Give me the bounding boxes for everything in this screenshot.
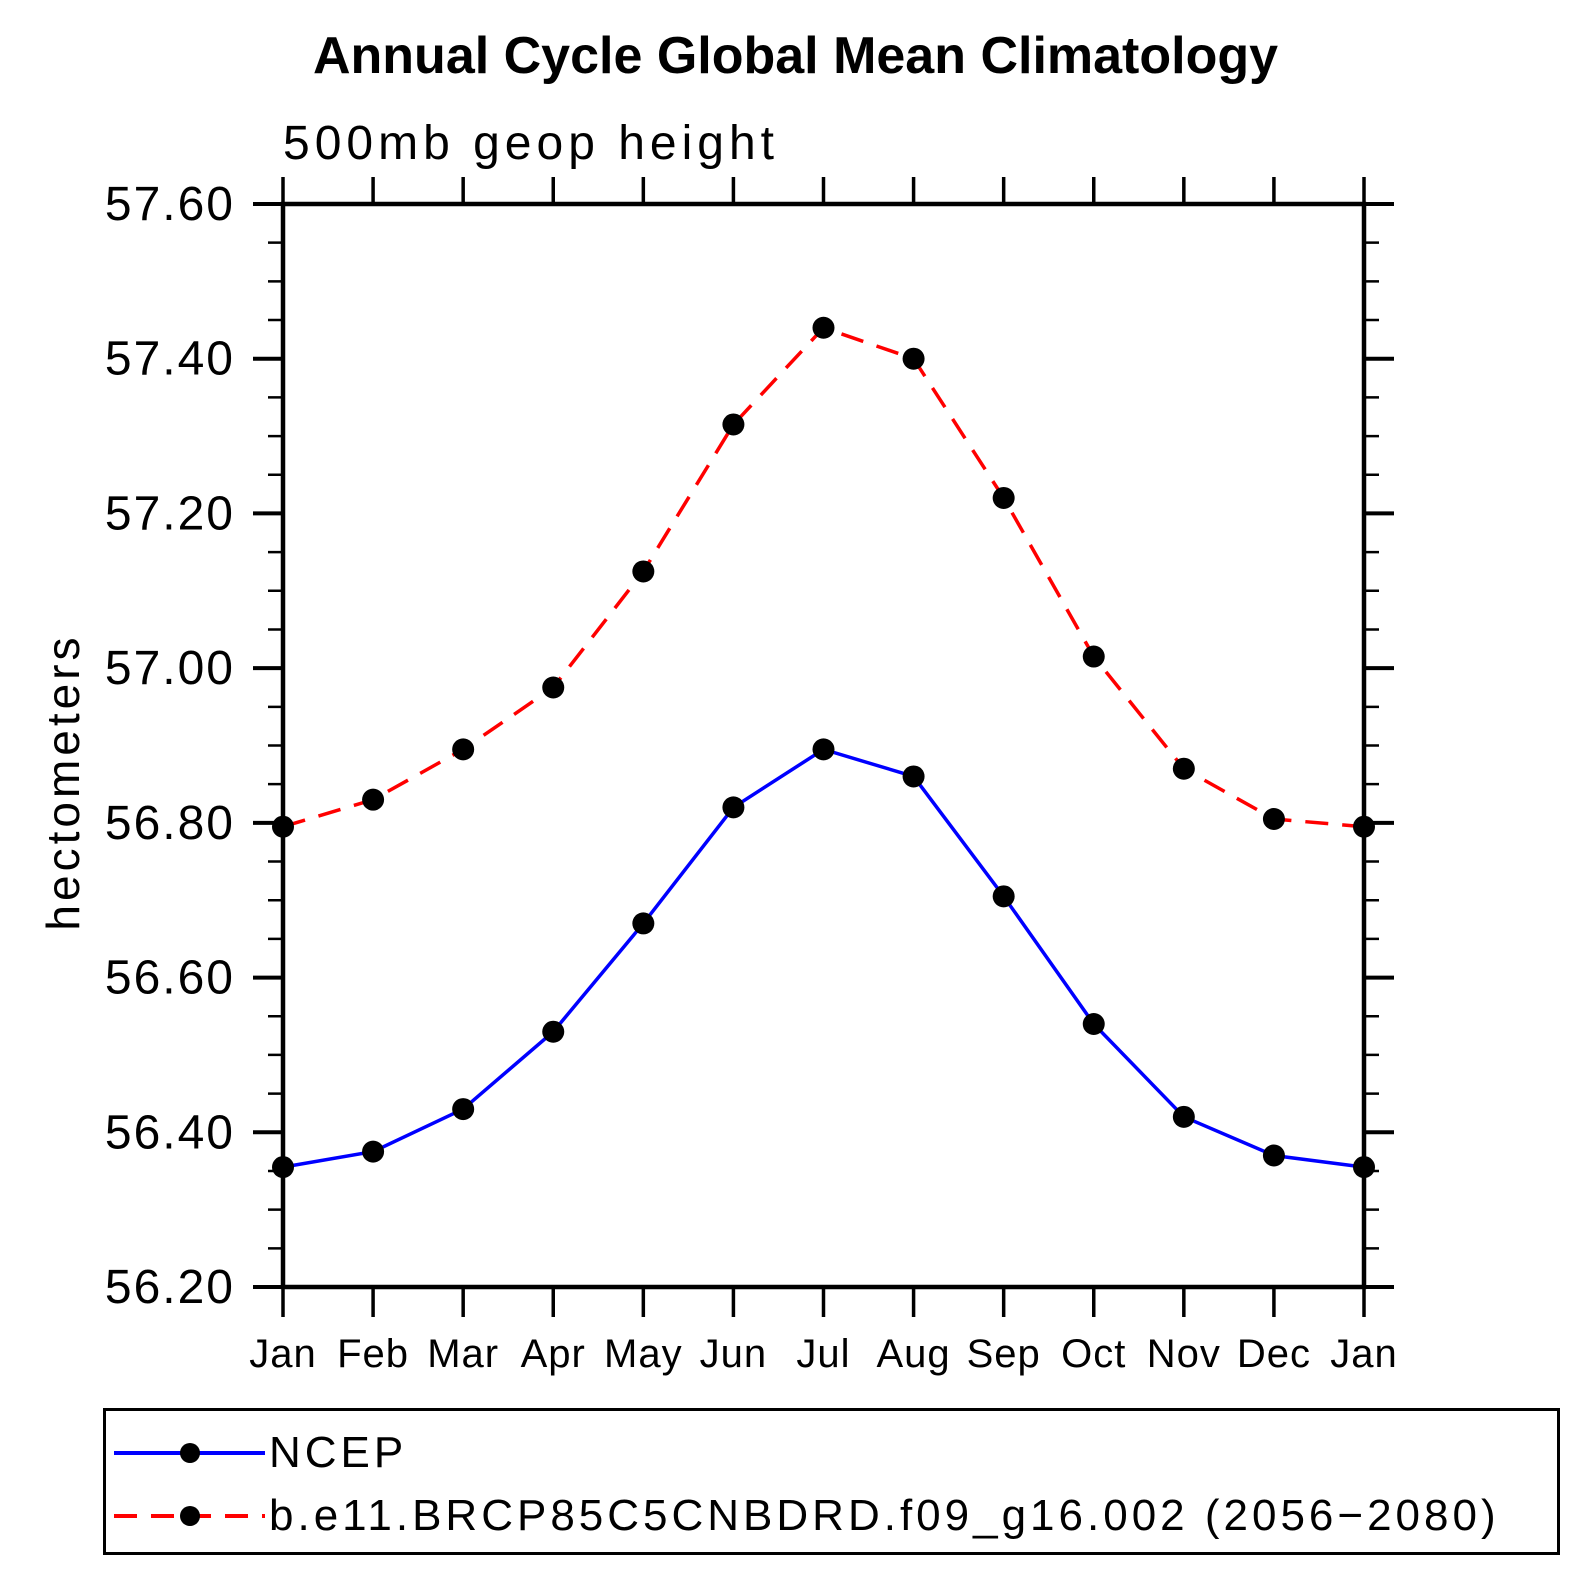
series-1-marker: [1082, 645, 1105, 668]
series-1-marker: [812, 316, 835, 339]
series-1-marker: [992, 486, 1015, 509]
y-axis-title: hectometers: [37, 633, 89, 931]
y-tick-label: 57.00: [105, 642, 235, 695]
x-tick-label: Mar: [427, 1332, 499, 1376]
series-1-marker: [1262, 807, 1285, 830]
series-1-marker: [632, 560, 655, 583]
series-0-marker: [812, 738, 835, 761]
series-1-marker: [902, 347, 925, 370]
y-tick-label: 56.60: [105, 952, 235, 1005]
legend: NCEP b.e11.BRCP85C5CNBDRD.f09_g16.002 (2…: [103, 1408, 1560, 1555]
x-tick-label: Feb: [337, 1332, 409, 1376]
x-tick-label: Sep: [967, 1332, 1041, 1376]
series-1-marker: [452, 738, 475, 761]
y-tick-label: 57.40: [105, 333, 235, 386]
series-0-marker: [1172, 1105, 1195, 1128]
legend-line-solid-icon: [114, 1443, 265, 1463]
y-tick-label: 57.20: [105, 487, 235, 540]
series-0-marker: [1353, 1156, 1375, 1179]
series-0-marker: [542, 1020, 565, 1043]
y-tick-label: 56.80: [105, 797, 235, 850]
x-tick-label: Jul: [796, 1332, 850, 1376]
series-0-marker: [1262, 1144, 1285, 1167]
series-0-marker: [992, 885, 1015, 908]
legend-line-dashed-icon: [114, 1506, 265, 1526]
chart-subtitle: 500mb geop height: [283, 117, 779, 170]
chart-title: Annual Cycle Global Mean Climatology: [312, 27, 1279, 85]
x-tick-label: Jan: [1330, 1332, 1398, 1376]
x-tick-label: May: [604, 1332, 683, 1376]
y-tick-label: 57.60: [105, 178, 235, 231]
y-tick-label: 56.40: [105, 1106, 235, 1159]
legend-item-ncep: NCEP: [112, 1428, 408, 1477]
x-tick-label: Oct: [1061, 1332, 1126, 1376]
legend-label-model: b.e11.BRCP85C5CNBDRD.f09_g16.002 (2056−2…: [269, 1491, 1500, 1540]
series-1-marker: [542, 676, 565, 699]
series-0-marker: [722, 796, 745, 819]
series-0-marker: [452, 1098, 475, 1121]
x-tick-label: Jun: [700, 1332, 768, 1376]
x-tick-label: Nov: [1147, 1332, 1221, 1376]
legend-label-ncep: NCEP: [269, 1428, 408, 1477]
series-1-marker: [1353, 815, 1375, 838]
series-1-marker: [362, 788, 385, 811]
series-1-marker: [722, 413, 745, 436]
series-1-marker: [1172, 757, 1195, 780]
series-0-marker: [362, 1140, 385, 1163]
legend-item-model: b.e11.BRCP85C5CNBDRD.f09_g16.002 (2056−2…: [112, 1491, 1500, 1540]
series-0-marker: [1082, 1012, 1105, 1035]
x-tick-label: Jan: [249, 1332, 317, 1376]
x-tick-label: Dec: [1237, 1332, 1311, 1376]
series-0-marker: [272, 1156, 294, 1179]
series-line-0: [282, 747, 1365, 1169]
series-0-marker: [632, 912, 655, 935]
series-0-marker: [902, 765, 925, 788]
x-tick-label: Aug: [876, 1332, 950, 1376]
y-tick-label: 56.20: [105, 1261, 235, 1314]
series-1-marker: [272, 815, 294, 838]
x-tick-label: Apr: [521, 1332, 586, 1376]
